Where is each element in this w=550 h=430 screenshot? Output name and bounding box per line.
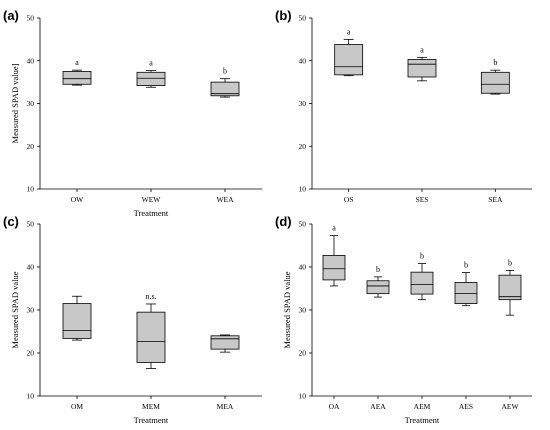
box-iqr — [410, 271, 434, 295]
y-tick-label: 10 — [299, 185, 307, 194]
x-tick-label: WEW — [142, 195, 162, 204]
significance-label: b — [420, 252, 424, 261]
significance-label: b — [223, 67, 227, 76]
y-tick-label: 30 — [299, 99, 307, 108]
box-iqr — [136, 71, 166, 86]
box-iqr — [210, 81, 240, 97]
x-tick-label: WEA — [216, 195, 234, 204]
x-axis-title: Treatment — [134, 415, 169, 425]
y-tick-label: 20 — [299, 142, 307, 151]
y-tick-label: 20 — [27, 349, 35, 358]
panel-label: (b) — [275, 8, 292, 23]
significance-label: a — [332, 224, 336, 233]
box-iqr — [454, 282, 478, 304]
panel-label: (a) — [3, 8, 19, 23]
y-tick-label: 30 — [27, 99, 35, 108]
x-tick-label: AES — [459, 402, 473, 411]
box-iqr — [480, 71, 510, 94]
x-tick-label: SEA — [488, 195, 503, 204]
significance-label: b — [464, 261, 468, 270]
box-iqr — [322, 254, 346, 281]
x-tick-label: OS — [344, 195, 354, 204]
box-iqr — [62, 303, 92, 339]
box-sea: b — [480, 58, 510, 95]
x-axis-title: Treatment — [405, 415, 440, 425]
box-ow: a — [62, 58, 92, 86]
y-tick-label: 40 — [27, 263, 35, 272]
significance-label: b — [493, 58, 497, 67]
y-tick-label: 10 — [299, 392, 307, 401]
panel-label: (c) — [3, 214, 19, 229]
x-tick-label: MEA — [217, 402, 234, 411]
significance-label: a — [420, 45, 424, 54]
box-iqr — [136, 311, 166, 363]
box-iqr — [334, 44, 364, 76]
x-tick-label: AEA — [370, 402, 386, 411]
x-tick-label: OW — [71, 195, 84, 204]
box-ses: a — [407, 45, 437, 82]
panel-a: (a) 10 20 30 40 50 a OW a WEW b WEA Treatment Measure… — [3, 8, 262, 218]
box-iqr — [210, 335, 240, 350]
x-tick-label: AEM — [414, 402, 431, 411]
y-tick-label: 20 — [299, 349, 307, 358]
box-aew: b — [498, 258, 522, 316]
x-tick-label: OA — [329, 402, 340, 411]
significance-label: b — [508, 258, 512, 267]
box-aes: b — [454, 261, 478, 307]
box-om — [62, 295, 92, 341]
x-tick-label: MEM — [142, 402, 160, 411]
y-tick-label: 40 — [27, 56, 35, 65]
x-tick-label: OM — [71, 402, 83, 411]
significance-label: b — [376, 265, 380, 274]
y-tick-label: 50 — [27, 220, 35, 229]
y-axis-title: Measured SPAD value] — [10, 63, 20, 143]
panel-c: (c) 10 20 30 40 50 OM n.s. MEM MEA Treatment Measur… — [3, 214, 262, 425]
x-tick-label: AEW — [501, 402, 519, 411]
box-wew: a — [136, 59, 166, 88]
y-tick-label: 10 — [27, 392, 35, 401]
box-mea — [210, 334, 240, 353]
y-tick-label: 50 — [299, 220, 307, 229]
box-iqr — [407, 59, 437, 78]
significance-label: n.s. — [145, 292, 156, 301]
y-tick-label: 30 — [299, 306, 307, 315]
significance-label: a — [347, 27, 351, 36]
box-mem: n.s. — [136, 292, 166, 369]
box-aem: b — [410, 252, 434, 301]
y-tick-label: 50 — [299, 14, 307, 23]
panel-label: (d) — [275, 214, 292, 229]
box-os: a — [334, 27, 364, 77]
box-iqr — [62, 71, 92, 85]
panel-d: (d) 10 20 30 40 50 a OA b AEA b AEM b AES b AEW Treatmen… — [275, 214, 532, 425]
y-tick-label: 20 — [27, 142, 35, 151]
significance-label: a — [75, 58, 79, 67]
box-wea: b — [210, 67, 240, 98]
y-tick-label: 40 — [299, 56, 307, 65]
y-tick-label: 40 — [299, 263, 307, 272]
x-axis-title: Treatment — [134, 208, 169, 218]
box-iqr — [366, 280, 390, 295]
box-iqr — [498, 274, 522, 301]
y-tick-label: 10 — [27, 185, 35, 194]
y-axis-title: Measured SPAD value — [282, 271, 292, 348]
significance-label: a — [149, 59, 153, 68]
box-aea: b — [366, 265, 390, 298]
box-oa: a — [322, 224, 346, 287]
y-tick-label: 50 — [27, 14, 35, 23]
x-tick-label: SES — [416, 195, 429, 204]
y-tick-label: 30 — [27, 306, 35, 315]
y-axis-title: Measured SPAD value — [10, 271, 20, 348]
panel-b: (b) 10 20 30 40 50 a OS a SES b SEA — [275, 8, 532, 204]
